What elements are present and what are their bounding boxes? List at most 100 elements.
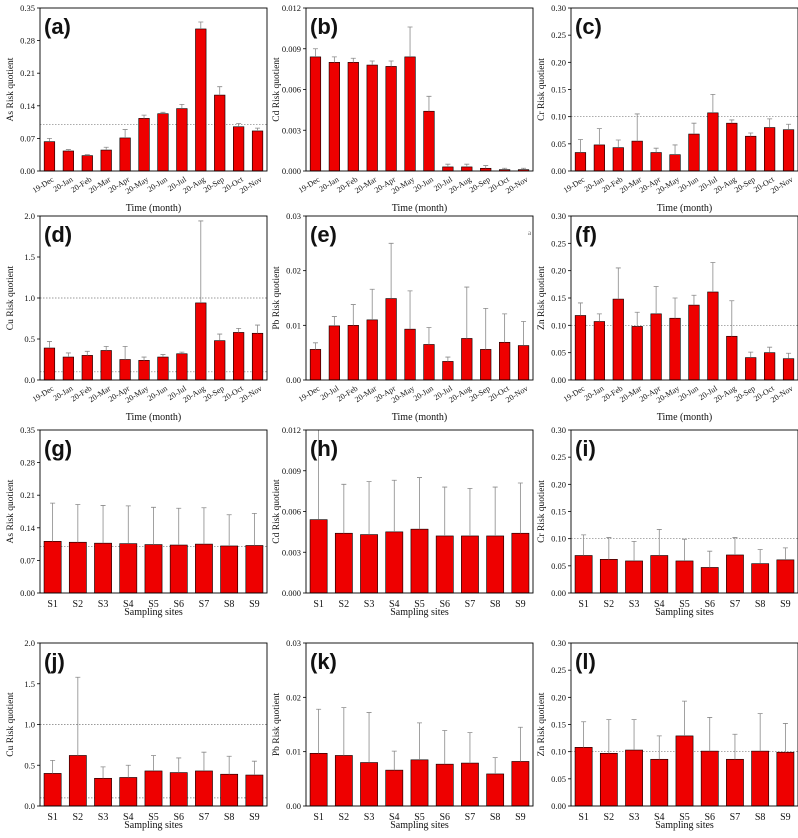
error-bar (350, 57, 356, 63)
error-bar (445, 356, 451, 362)
y-axis-label: Cr Risk quotient (537, 58, 547, 121)
x-tick-label: S1 (313, 812, 324, 823)
error-bar (615, 267, 621, 300)
error-bar (467, 732, 473, 764)
y-tick-label: 0.15 (551, 507, 566, 517)
bar-S2 (334, 755, 353, 807)
chart-panel-i: S1 S2 S3 S4 S5 S6 S7 S8 S9 0.00 0.05 0.10 0.15 0.20 0.… (537, 425, 798, 618)
x-tick-label: S6 (439, 812, 450, 823)
bar-20-May (138, 360, 150, 381)
bar-S8 (486, 773, 505, 807)
bar-19-Dec (43, 141, 56, 172)
error-bar (236, 327, 242, 333)
error-bar (502, 167, 508, 170)
y-axis-label: As Risk quotient (6, 479, 16, 543)
panel-label: (h) (310, 436, 338, 461)
y-tick-label: 0.30 (551, 425, 566, 435)
error-bar (366, 481, 372, 535)
x-tick-label: S2 (604, 599, 615, 610)
x-tick-label: S9 (249, 599, 260, 610)
bar-S3 (625, 749, 643, 807)
x-axis-label: Time (month) (657, 203, 712, 214)
error-bar (46, 138, 52, 142)
error-bar (369, 288, 375, 320)
y-tick-label: 0.20 (551, 57, 566, 67)
x-tick-label: S1 (47, 599, 58, 610)
y-tick-label: 0.25 (551, 665, 566, 675)
y-tick-label: 0.10 (551, 112, 566, 122)
x-tick-label: S7 (199, 599, 210, 610)
y-tick-label: 0.5 (24, 760, 35, 770)
error-bar (176, 507, 182, 546)
bar-S7 (461, 535, 479, 594)
error-bar (369, 60, 375, 66)
error-bar (707, 717, 713, 752)
error-bar (160, 354, 166, 358)
error-bar (151, 506, 156, 545)
bar-S2 (334, 532, 353, 594)
y-tick-label: 1.5 (24, 679, 35, 689)
error-bar (606, 719, 612, 754)
error-bar (767, 346, 773, 353)
bar-20-Jul (328, 325, 340, 381)
bar-19-Dec (574, 152, 587, 172)
bar-20-Jul (707, 112, 719, 172)
bar-S2 (68, 541, 87, 594)
y-tick-label: 0.006 (282, 507, 301, 517)
y-tick-label: 0.05 (551, 774, 566, 784)
error-bar (316, 708, 322, 754)
bar-20-Feb (612, 147, 624, 172)
y-tick-label: 0.20 (551, 692, 566, 702)
x-tick-label: S1 (313, 599, 324, 610)
bar-20-Mar (631, 326, 643, 381)
error-bar (464, 163, 470, 167)
error-bar (577, 139, 583, 153)
error-bar (767, 118, 773, 128)
x-tick-label: S2 (339, 599, 350, 610)
error-bar (141, 114, 147, 119)
y-tick-label: 0.00 (551, 375, 566, 385)
x-tick-label: S9 (780, 812, 791, 823)
y-tick-label: 0.15 (551, 720, 566, 730)
x-tick-label: 20-Sep (202, 384, 226, 404)
bar-S1 (574, 747, 593, 807)
bar-20-Apr (119, 137, 131, 172)
x-tick-label: S7 (730, 599, 741, 610)
stray-mark: a (528, 229, 532, 237)
bar-20-Apr (650, 152, 662, 172)
panel-label: (f) (575, 222, 597, 247)
bar-20-May (404, 328, 416, 381)
error-bar (75, 676, 81, 756)
x-tick-label: S9 (515, 599, 526, 610)
bar-S4 (119, 543, 138, 594)
y-axis-label: Zn Risk quotient (537, 266, 547, 330)
y-axis-label: Cr Risk quotient (537, 480, 547, 543)
y-tick-label: 0.00 (286, 375, 301, 385)
x-tick-label: 20-Sep (733, 384, 757, 404)
x-tick-label: S8 (224, 812, 235, 823)
error-bar (492, 486, 498, 536)
y-tick-label: 0.012 (282, 3, 301, 13)
y-tick-label: 0.00 (551, 801, 566, 811)
bar-S9 (511, 532, 530, 594)
x-tick-label: 20-Sep (468, 384, 492, 404)
error-bar (366, 712, 372, 763)
bar-20-Aug (726, 122, 738, 172)
error-bar (151, 755, 156, 771)
x-tick-label: S1 (578, 812, 589, 823)
bar-S8 (751, 563, 770, 594)
bar-S8 (220, 545, 239, 594)
x-tick-label: S6 (173, 812, 184, 823)
error-bar (100, 505, 106, 544)
bar-20-May (669, 154, 681, 172)
chart-panel-h: S1 S2 S3 S4 S5 S6 S7 S8 S9 0.000 0.003 0.006 0.009 0.… (272, 425, 534, 618)
y-tick-label: 0.5 (24, 334, 35, 344)
panel-label: (l) (575, 649, 596, 674)
bar-20-Oct (233, 332, 245, 381)
error-bar (782, 723, 788, 753)
error-bar (100, 766, 106, 779)
bar-S6 (700, 750, 719, 807)
error-bar (125, 764, 131, 778)
error-bar (596, 128, 602, 145)
x-tick-label: S4 (389, 812, 400, 823)
